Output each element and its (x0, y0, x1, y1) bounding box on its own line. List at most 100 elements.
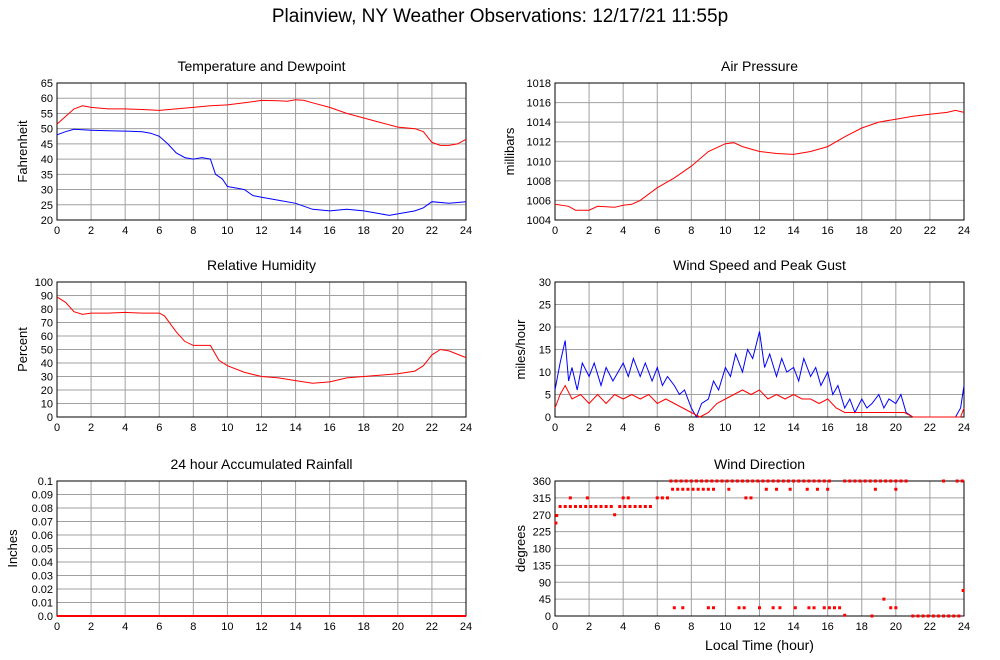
y-tick-label: 30 (41, 185, 53, 197)
x-tick-label: 16 (822, 422, 834, 434)
x-tick-label: 6 (156, 225, 162, 237)
data-point (744, 496, 748, 500)
data-point (771, 606, 775, 610)
data-point (701, 487, 705, 491)
y-tick-label: 0.07 (32, 517, 53, 529)
data-point (706, 606, 710, 610)
data-point (889, 479, 893, 483)
y-axis-label: Inches (5, 529, 20, 568)
x-tick-label: 12 (753, 422, 765, 434)
y-axis-label: miles/hour (513, 319, 528, 380)
y-tick-label: 25 (41, 200, 53, 212)
plot-frame (56, 281, 467, 418)
x-tick-label: 0 (54, 621, 60, 633)
data-point (686, 487, 690, 491)
series-line-red (56, 99, 467, 146)
x-tick-label: 6 (654, 621, 660, 633)
data-point (889, 606, 893, 610)
x-tick-label: 4 (122, 621, 128, 633)
data-point (740, 479, 744, 483)
y-tick-label: 15 (539, 345, 551, 357)
data-point (579, 505, 583, 508)
y-tick-label: 35 (41, 169, 53, 181)
data-point (599, 505, 603, 508)
x-tick-label: 22 (426, 225, 438, 237)
y-tick-label: 0 (47, 412, 53, 424)
data-point (863, 479, 867, 483)
x-tick-label: 2 (586, 621, 592, 633)
data-point (921, 614, 925, 618)
data-point (817, 479, 821, 483)
y-tick-label: 180 (533, 544, 551, 556)
x-tick-label: 6 (156, 422, 162, 434)
y-tick-label: 270 (533, 510, 551, 522)
data-point (660, 496, 664, 500)
plot-frame (554, 480, 965, 617)
y-tick-label: 65 (41, 78, 53, 90)
x-tick-label: 0 (552, 225, 558, 237)
data-point (848, 479, 852, 483)
y-tick-label: 80 (41, 304, 53, 316)
y-tick-label: 50 (41, 124, 53, 136)
x-tick-label: 0 (552, 422, 558, 434)
data-point (822, 479, 826, 483)
chart-title: Wind Speed and Peak Gust (673, 257, 846, 273)
data-point (904, 479, 908, 483)
data-point (725, 479, 729, 483)
x-tick-label: 16 (822, 621, 834, 633)
x-tick-label: 12 (753, 621, 765, 633)
data-point (961, 589, 965, 592)
x-tick-label: 4 (620, 422, 626, 434)
x-tick-label: 16 (324, 225, 336, 237)
chart-title: Air Pressure (721, 58, 798, 74)
x-tick-label: 18 (856, 225, 868, 237)
data-point (838, 606, 842, 610)
data-point (711, 487, 715, 491)
y-tick-label: 0.1 (38, 476, 53, 488)
y-tick-label: 0.08 (32, 503, 53, 515)
y-tick-label: 0.03 (32, 571, 53, 583)
y-tick-label: 0.01 (32, 598, 53, 610)
x-tick-label: 20 (392, 225, 404, 237)
y-axis-label: degrees (513, 525, 528, 572)
x-tick-label: 10 (719, 621, 731, 633)
data-point (672, 606, 676, 610)
x-tick-label: 0 (54, 422, 60, 434)
x-tick-label: 20 (890, 422, 902, 434)
data-point (807, 606, 811, 610)
x-tick-label: 24 (460, 422, 472, 434)
data-point (957, 614, 961, 618)
x-tick-label: 4 (122, 422, 128, 434)
x-tick-label: 8 (688, 422, 694, 434)
x-tick-label: 20 (890, 225, 902, 237)
x-tick-label: 8 (688, 225, 694, 237)
data-point (696, 487, 700, 491)
data-point (802, 479, 806, 483)
data-point (710, 479, 714, 483)
data-point (815, 487, 819, 491)
data-point (832, 606, 836, 610)
data-point (873, 487, 877, 491)
y-tick-label: 45 (539, 594, 551, 606)
plot-frame (56, 82, 467, 221)
chart-title: 24 hour Accumulated Rainfall (170, 456, 352, 472)
data-point (584, 505, 588, 508)
y-tick-label: 1008 (527, 176, 551, 188)
x-tick-label: 8 (190, 621, 196, 633)
y-tick-label: 0.0 (38, 611, 53, 623)
x-tick-label: 14 (787, 225, 799, 237)
data-point (609, 505, 613, 508)
y-tick-label: 0.02 (32, 584, 53, 596)
data-point (558, 505, 562, 508)
data-point (554, 521, 558, 525)
x-tick-label: 12 (753, 225, 765, 237)
data-point (674, 479, 678, 483)
x-tick-label: 12 (255, 225, 267, 237)
y-tick-label: 0.05 (32, 544, 53, 556)
data-point (827, 606, 831, 610)
data-point (942, 479, 946, 483)
